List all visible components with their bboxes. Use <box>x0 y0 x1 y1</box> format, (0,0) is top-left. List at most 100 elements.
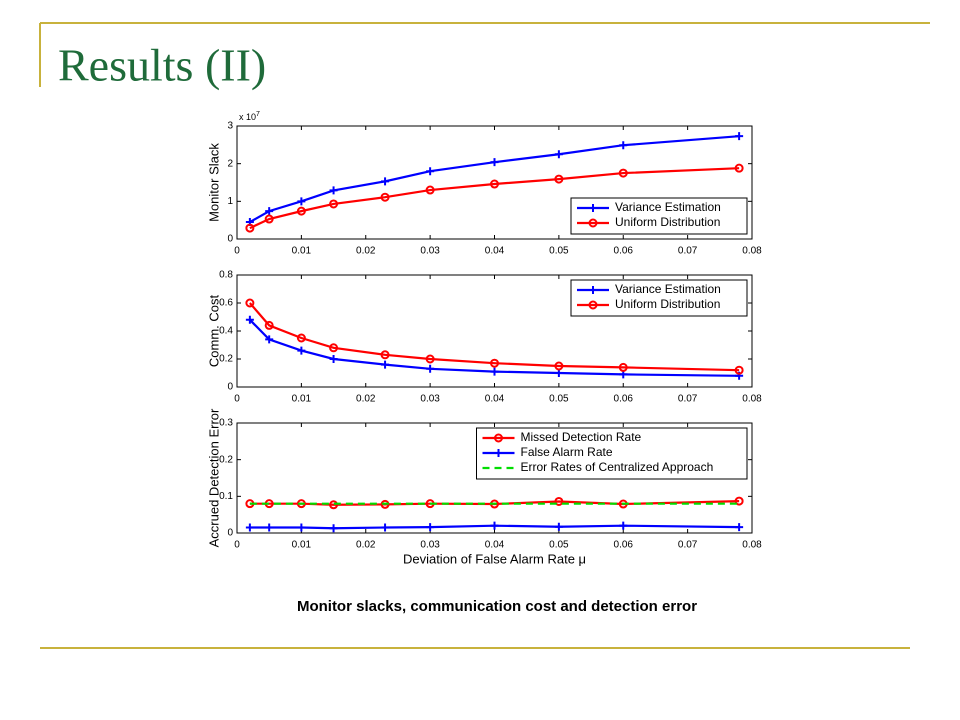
x-tick-label: 0.06 <box>614 540 634 551</box>
series-line <box>249 524 740 530</box>
legend-marker <box>494 449 503 457</box>
marker <box>490 367 499 376</box>
y-axis-label: Comm. Cost <box>206 294 221 367</box>
marker <box>245 298 255 308</box>
marker <box>329 524 338 533</box>
y-tick-label: 0.1 <box>219 491 233 502</box>
y-tick-label: 0.2 <box>219 354 233 365</box>
legend-label: False Alarm Rate <box>521 445 613 459</box>
marker <box>734 496 744 506</box>
x-tick-label: 0.05 <box>549 540 569 551</box>
caption: Monitor slacks, communication cost and d… <box>297 598 697 615</box>
axis-multiplier: x 107 <box>239 111 260 123</box>
series-line <box>249 167 740 230</box>
legend-marker <box>589 204 597 212</box>
marker <box>490 179 499 189</box>
x-tick-label: 0.01 <box>292 394 312 405</box>
marker <box>554 174 564 184</box>
y-tick-label: 1 <box>227 196 233 207</box>
y-axis-label: Monitor Slack <box>206 143 221 222</box>
x-tick-label: 0 <box>234 540 240 551</box>
marker <box>297 197 306 206</box>
y-tick-label: 0.4 <box>219 326 233 337</box>
legend-marker <box>588 218 598 228</box>
marker <box>425 185 435 195</box>
y-tick-label: 0 <box>227 234 233 245</box>
x-tick-label: 0.02 <box>356 246 376 257</box>
x-tick-label: 0.07 <box>678 394 698 405</box>
legend-marker <box>588 300 598 310</box>
x-tick-label: 0.03 <box>420 394 440 405</box>
x-tick-label: 0.07 <box>678 540 698 551</box>
marker <box>735 132 744 141</box>
marker <box>329 343 339 353</box>
legend <box>476 427 748 480</box>
x-tick-label: 0.03 <box>420 246 440 257</box>
y-tick-label: 0.6 <box>219 298 233 309</box>
x-tick-label: 0.02 <box>356 540 376 551</box>
y-tick-label: 2 <box>227 158 233 169</box>
marker <box>619 521 628 530</box>
marker <box>490 158 499 167</box>
marker <box>490 358 499 368</box>
x-tick-label: 0.06 <box>614 394 634 405</box>
x-axis-label: Deviation of False Alarm Rate μ <box>403 551 586 566</box>
slide-title: Results (II) <box>58 40 266 91</box>
marker <box>265 335 274 344</box>
marker <box>619 141 628 150</box>
x-tick-label: 0.08 <box>742 394 762 405</box>
x-tick-label: 0.06 <box>614 246 634 257</box>
marker <box>734 365 744 375</box>
marker <box>297 346 306 355</box>
marker <box>296 333 306 343</box>
legend-label: Uniform Distribution <box>615 215 720 229</box>
marker <box>425 354 435 364</box>
legend-marker <box>589 286 597 294</box>
marker <box>734 163 744 173</box>
legend-marker <box>494 433 503 443</box>
marker <box>381 360 390 369</box>
multiplier-base: x 10 <box>239 112 256 122</box>
x-tick-label: 0.01 <box>292 246 312 257</box>
legend <box>570 279 748 317</box>
marker <box>329 186 338 195</box>
marker <box>554 150 563 159</box>
multiplier-exponent: 7 <box>256 111 260 118</box>
y-tick-label: 3 <box>227 121 233 132</box>
x-tick-label: 0.03 <box>420 540 440 551</box>
marker <box>426 167 435 176</box>
marker <box>329 355 338 363</box>
x-tick-label: 0.02 <box>356 394 376 405</box>
x-tick-label: 0.05 <box>549 394 569 405</box>
series-line <box>249 302 740 372</box>
marker <box>264 214 274 224</box>
marker <box>426 364 435 373</box>
series-line <box>249 135 740 224</box>
marker <box>297 523 306 532</box>
x-tick-label: 0.05 <box>549 246 569 257</box>
x-tick-label: 0.01 <box>292 540 312 551</box>
marker <box>264 320 274 330</box>
marker <box>618 362 628 372</box>
x-tick-label: 0.08 <box>742 246 762 257</box>
x-tick-label: 0.08 <box>742 540 762 551</box>
series-line <box>249 319 740 377</box>
legend-label: Variance Estimation <box>615 282 721 296</box>
marker <box>245 523 254 532</box>
marker <box>380 350 390 360</box>
marker <box>554 361 564 371</box>
y-tick-label: 0 <box>227 382 233 393</box>
y-tick-label: 0.8 <box>219 270 233 281</box>
x-tick-label: 0 <box>234 246 240 257</box>
marker <box>296 206 306 216</box>
marker <box>618 168 628 178</box>
legend-label: Missed Detection Rate <box>521 430 642 444</box>
marker <box>381 177 390 186</box>
marker <box>380 192 390 202</box>
marker <box>554 522 563 531</box>
y-axis-label: Accrued Detection Error <box>206 408 221 547</box>
marker <box>265 207 274 216</box>
marker <box>381 523 390 532</box>
marker <box>245 223 255 233</box>
y-tick-label: 0 <box>227 528 233 539</box>
